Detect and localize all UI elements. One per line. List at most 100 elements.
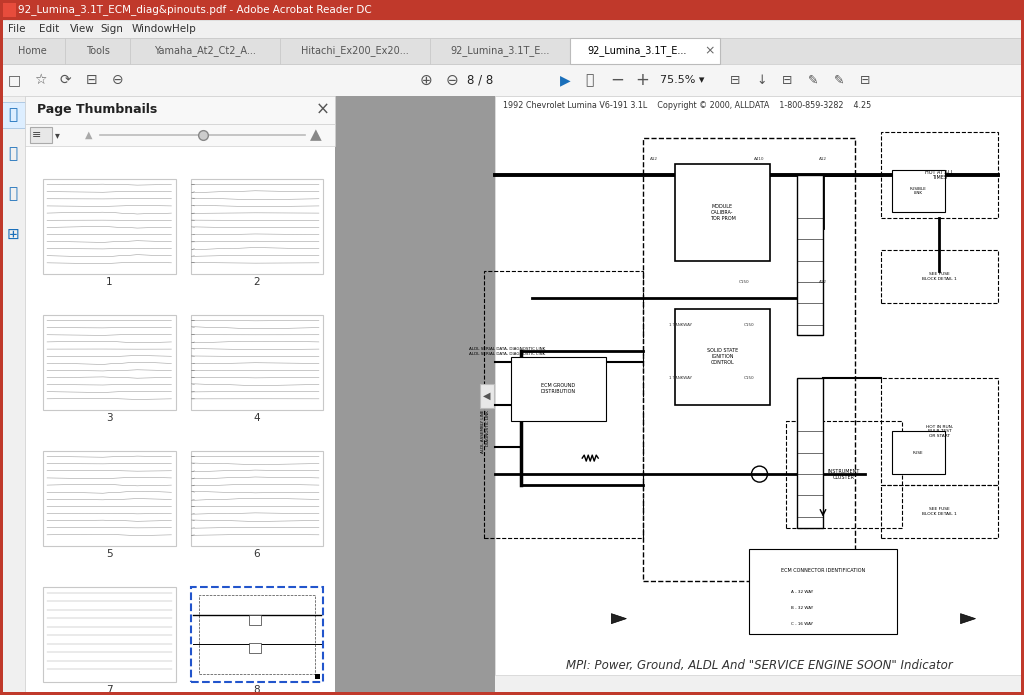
Bar <box>675 309 770 404</box>
Bar <box>484 271 643 538</box>
Text: 92_Lumina_3.1T_ECM_diag&pinouts.pdf - Adobe Acrobat Reader DC: 92_Lumina_3.1T_ECM_diag&pinouts.pdf - Ad… <box>18 5 372 15</box>
Bar <box>25 96 335 124</box>
Text: ⊕: ⊕ <box>420 72 433 88</box>
Text: Help: Help <box>172 24 197 34</box>
Text: B - 32 WAY: B - 32 WAY <box>792 605 813 610</box>
Polygon shape <box>961 614 976 623</box>
Bar <box>25 124 335 146</box>
Text: SEE FUSE
BLOCK DETAIL 1: SEE FUSE BLOCK DETAIL 1 <box>922 272 956 281</box>
Text: 7: 7 <box>105 685 113 695</box>
Text: 🔗: 🔗 <box>8 147 17 161</box>
Text: ▲: ▲ <box>310 127 322 142</box>
Text: ⊟: ⊟ <box>86 73 97 87</box>
Text: A12: A12 <box>819 280 827 284</box>
Bar <box>786 420 902 528</box>
Bar <box>882 250 997 303</box>
Text: A12: A12 <box>649 157 657 161</box>
Bar <box>882 132 997 218</box>
Bar <box>249 644 261 653</box>
Text: HOT AT ALL
TIMES: HOT AT ALL TIMES <box>925 170 953 181</box>
Text: +: + <box>635 71 649 89</box>
Bar <box>511 357 606 420</box>
Bar <box>0 0 1024 20</box>
Text: 1 TANKWAY: 1 TANKWAY <box>669 376 692 380</box>
Text: ⊖: ⊖ <box>446 72 459 88</box>
Text: ☆: ☆ <box>34 73 46 87</box>
Text: 1992 Chevrolet Lumina V6-191 3.1L    Copyright © 2000, ALLDATA    1-800-859-3282: 1992 Chevrolet Lumina V6-191 3.1L Copyri… <box>503 101 871 111</box>
Bar <box>43 179 175 274</box>
Bar <box>495 96 1024 675</box>
Bar <box>797 378 823 528</box>
Bar <box>0 102 25 128</box>
Bar <box>797 175 823 335</box>
Bar <box>190 179 323 274</box>
Text: ×: × <box>316 101 330 119</box>
Text: 4: 4 <box>253 413 260 423</box>
Text: 1: 1 <box>105 277 113 287</box>
Text: Home: Home <box>18 46 47 56</box>
Text: ECM CONNECTOR IDENTIFICATION: ECM CONNECTOR IDENTIFICATION <box>781 568 865 573</box>
Text: 5: 5 <box>105 549 113 559</box>
Bar <box>249 615 261 625</box>
Bar <box>0 64 1024 96</box>
Bar <box>570 38 720 64</box>
Text: 2: 2 <box>253 277 260 287</box>
Text: ECM GROUND
DISTRIBUTION: ECM GROUND DISTRIBUTION <box>541 383 577 394</box>
Text: 92_Lumina_3.1T_E...: 92_Lumina_3.1T_E... <box>588 46 687 56</box>
Text: ALDL ASSEMBLY LINE
DIAGNOSTIC LINK: ALDL ASSEMBLY LINE DIAGNOSTIC LINK <box>481 410 490 453</box>
Bar <box>0 38 65 64</box>
Bar <box>43 450 175 546</box>
Bar <box>280 38 430 64</box>
Text: C150: C150 <box>743 376 755 380</box>
Bar <box>0 96 25 695</box>
Text: Page Thumbnails: Page Thumbnails <box>37 104 158 117</box>
Bar <box>190 450 323 546</box>
Text: ⊞: ⊞ <box>6 227 18 241</box>
Bar <box>2 3 16 17</box>
Bar <box>130 38 280 64</box>
Text: A - 32 WAY: A - 32 WAY <box>792 589 813 594</box>
Bar <box>190 315 323 410</box>
Bar <box>892 432 945 474</box>
Text: 📚: 📚 <box>8 186 17 202</box>
Text: □: □ <box>8 73 22 87</box>
Text: A12: A12 <box>819 157 827 161</box>
Bar <box>430 38 570 64</box>
Text: 1 TANKWAY: 1 TANKWAY <box>669 322 692 327</box>
Text: 75.5% ▾: 75.5% ▾ <box>660 75 705 85</box>
Text: ✋: ✋ <box>585 73 593 87</box>
Text: ✎: ✎ <box>834 74 845 86</box>
Bar <box>0 692 1024 695</box>
Text: SOLID STATE
IGNITION
CONTROL: SOLID STATE IGNITION CONTROL <box>707 348 738 365</box>
Text: A410: A410 <box>755 157 765 161</box>
Bar <box>0 0 1024 3</box>
Bar <box>0 38 1024 64</box>
Text: 8 / 8: 8 / 8 <box>467 74 494 86</box>
Text: File: File <box>8 24 26 34</box>
Text: MPI: Power, Ground, ALDL And "SERVICE ENGINE SOON" Indicator: MPI: Power, Ground, ALDL And "SERVICE EN… <box>566 658 953 671</box>
Text: INSTRUMENT
CLUSTER: INSTRUMENT CLUSTER <box>828 468 860 480</box>
Text: C150: C150 <box>738 280 749 284</box>
Text: 📄: 📄 <box>8 108 17 122</box>
Text: FUSIBLE
LINK: FUSIBLE LINK <box>909 187 927 195</box>
Text: ⊟: ⊟ <box>730 74 740 86</box>
Bar <box>1021 0 1024 695</box>
Text: ×: × <box>705 44 715 58</box>
Bar <box>480 384 494 407</box>
Bar <box>30 127 52 143</box>
Text: ▶: ▶ <box>560 73 570 87</box>
Text: C150: C150 <box>743 322 755 327</box>
Text: ⊖: ⊖ <box>112 73 124 87</box>
Text: MODULE
CALIBRA-
TOR PROM: MODULE CALIBRA- TOR PROM <box>710 204 735 221</box>
Text: ⊟: ⊟ <box>782 74 793 86</box>
Text: SEE FUSE
BLOCK DETAIL 1: SEE FUSE BLOCK DETAIL 1 <box>922 507 956 516</box>
Text: Yamaha_At2_Ct2_A...: Yamaha_At2_Ct2_A... <box>154 46 256 56</box>
Text: 8: 8 <box>253 685 260 695</box>
Text: 6: 6 <box>253 549 260 559</box>
Bar <box>199 595 315 674</box>
Text: Window: Window <box>131 24 172 34</box>
Bar <box>65 38 130 64</box>
Bar <box>749 549 897 635</box>
Bar <box>335 96 495 695</box>
Bar <box>882 378 997 485</box>
